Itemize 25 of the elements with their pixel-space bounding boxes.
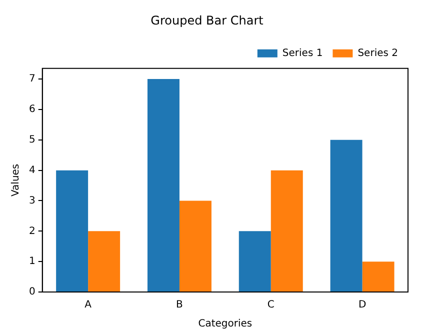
x-axis-title: Categories (198, 318, 252, 330)
y-tick-label: 0 (28, 286, 36, 298)
bar (330, 140, 362, 292)
legend-label: Series 1 (282, 48, 323, 59)
legend-label: Series 2 (358, 48, 398, 59)
bar (56, 170, 88, 292)
x-tick-label: A (84, 300, 92, 311)
chart-title: Grouped Bar Chart (150, 13, 264, 28)
y-tick-label: 7 (28, 74, 36, 85)
y-tick-label: 4 (28, 164, 36, 176)
y-tick-label: 2 (28, 226, 36, 237)
y-tick-label: 3 (28, 195, 36, 206)
y-tick-label: 1 (28, 256, 36, 268)
y-tick-label: 5 (28, 134, 36, 146)
x-tick-label: D (358, 300, 366, 311)
y-axis-title: Values (10, 164, 22, 197)
bar (88, 231, 120, 292)
bar (362, 262, 394, 292)
x-tick-label: C (267, 300, 274, 311)
y-tick-label: 6 (28, 104, 36, 116)
bar (238, 231, 271, 292)
bar (179, 200, 212, 292)
bar (270, 170, 303, 292)
x-tick-label: B (176, 300, 184, 311)
bar (147, 79, 180, 292)
